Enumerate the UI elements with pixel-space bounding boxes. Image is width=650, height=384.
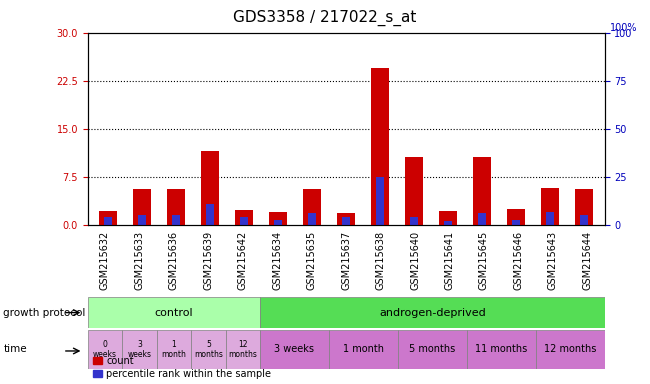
Bar — [88, 297, 260, 328]
Bar — [410, 217, 419, 225]
Text: GSM215646: GSM215646 — [514, 231, 523, 290]
Text: control: control — [155, 308, 193, 318]
Text: 5 months: 5 months — [409, 344, 456, 354]
Text: 5
months: 5 months — [194, 340, 223, 359]
Text: 100%: 100% — [610, 23, 637, 33]
Bar — [541, 187, 560, 225]
Text: GSM215640: GSM215640 — [410, 231, 420, 290]
Bar — [172, 215, 181, 225]
Bar — [580, 215, 588, 225]
Bar — [467, 330, 536, 369]
Bar — [206, 205, 215, 225]
Text: GSM215641: GSM215641 — [445, 231, 454, 290]
Bar — [235, 210, 254, 225]
Bar — [398, 330, 467, 369]
Text: GSM215644: GSM215644 — [582, 231, 592, 290]
Bar — [308, 213, 317, 225]
Text: 12
months: 12 months — [228, 340, 257, 359]
Bar — [157, 330, 191, 369]
Bar — [167, 189, 185, 225]
Text: growth protocol: growth protocol — [3, 308, 86, 318]
Text: GSM215634: GSM215634 — [272, 231, 282, 290]
Text: GSM215642: GSM215642 — [238, 230, 248, 290]
Bar — [226, 330, 260, 369]
Text: 12 months: 12 months — [544, 344, 596, 354]
Bar — [536, 330, 605, 369]
Text: GSM215635: GSM215635 — [307, 230, 317, 290]
Text: GSM215637: GSM215637 — [341, 230, 351, 290]
Bar — [376, 177, 384, 225]
Text: GDS3358 / 217022_s_at: GDS3358 / 217022_s_at — [233, 10, 417, 26]
Bar — [342, 217, 350, 225]
Bar — [507, 209, 525, 225]
Bar — [99, 210, 118, 225]
Text: GSM215645: GSM215645 — [479, 230, 489, 290]
Bar — [133, 189, 151, 225]
Bar — [405, 157, 423, 225]
Legend: count, percentile rank within the sample: count, percentile rank within the sample — [92, 356, 271, 379]
Bar — [303, 189, 322, 225]
Bar — [512, 220, 521, 225]
Bar — [260, 330, 329, 369]
Text: GSM215638: GSM215638 — [376, 231, 385, 290]
Text: 3
weeks: 3 weeks — [127, 340, 151, 359]
Text: 3 weeks: 3 weeks — [274, 344, 315, 354]
Text: 0
weeks: 0 weeks — [93, 340, 117, 359]
Bar — [274, 220, 282, 225]
Bar — [240, 217, 248, 225]
Bar — [122, 330, 157, 369]
Text: time: time — [3, 344, 27, 354]
Bar — [473, 157, 491, 225]
Bar — [260, 297, 604, 328]
Bar — [329, 330, 398, 369]
Bar — [370, 68, 389, 225]
Bar — [575, 189, 593, 225]
Bar — [201, 151, 220, 225]
Bar — [88, 330, 122, 369]
Text: GSM215643: GSM215643 — [548, 231, 558, 290]
Text: 1
month: 1 month — [161, 340, 187, 359]
Text: 1 month: 1 month — [343, 344, 384, 354]
Text: 11 months: 11 months — [475, 344, 527, 354]
Text: GSM215633: GSM215633 — [135, 231, 144, 290]
Bar — [337, 213, 356, 225]
Text: GSM215632: GSM215632 — [100, 230, 110, 290]
Bar — [269, 212, 287, 225]
Bar — [104, 217, 112, 225]
Bar — [439, 210, 458, 225]
Bar — [138, 215, 146, 225]
Text: GSM215636: GSM215636 — [169, 231, 179, 290]
Bar — [546, 212, 554, 225]
Bar — [191, 330, 226, 369]
Bar — [478, 213, 486, 225]
Text: androgen-deprived: androgen-deprived — [379, 308, 486, 318]
Text: GSM215639: GSM215639 — [203, 231, 213, 290]
Bar — [444, 221, 452, 225]
